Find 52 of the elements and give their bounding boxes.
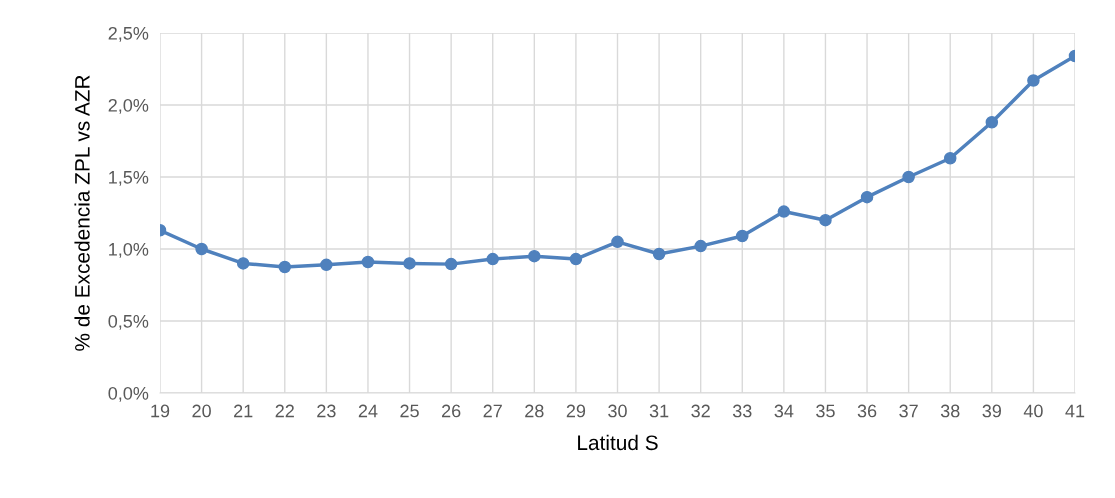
- x-tick-label: 37: [899, 404, 918, 418]
- y-tick-label: 2,0%: [108, 98, 149, 114]
- x-tick-label: 25: [400, 404, 419, 418]
- point: [943, 152, 957, 165]
- x-tick-label: 28: [525, 404, 544, 418]
- point: [278, 260, 292, 274]
- x-tick-label: 21: [234, 404, 253, 418]
- point: [652, 247, 666, 261]
- point: [611, 235, 624, 249]
- point: [902, 170, 915, 184]
- x-tick-label: 29: [566, 404, 586, 418]
- x-tick-label: 34: [774, 404, 794, 418]
- point: [985, 116, 999, 129]
- point: [528, 249, 541, 263]
- point: [195, 242, 208, 256]
- point: [320, 258, 333, 272]
- x-tick-label: 32: [691, 404, 710, 418]
- point: [444, 257, 458, 271]
- point: [403, 257, 416, 270]
- point: [694, 239, 707, 253]
- x-tick-label: 23: [317, 404, 336, 418]
- x-tick-label: 20: [192, 404, 211, 418]
- x-tick-label: 27: [483, 404, 502, 418]
- x-tick-label: 35: [816, 404, 835, 418]
- x-tick-label: 19: [151, 404, 170, 418]
- point: [361, 255, 375, 269]
- x-tick-label: 41: [1065, 404, 1085, 418]
- x-tick-label: 24: [358, 404, 378, 418]
- y-tick-label: 2,5%: [108, 26, 149, 42]
- point: [486, 252, 499, 266]
- y-tick-label: 1,5%: [109, 171, 149, 186]
- point: [569, 252, 583, 266]
- point: [1027, 74, 1040, 87]
- point: [860, 190, 874, 204]
- y-tick-label: 1,0%: [109, 242, 149, 258]
- x-tick-label: 22: [275, 404, 294, 418]
- x-tick-label: 36: [857, 404, 877, 418]
- point: [736, 229, 749, 243]
- x-axis-title: Latitud S: [578, 434, 658, 451]
- y-axis-title: % de Excedencia ZPL vs AZR: [74, 75, 90, 351]
- x-tick-label: 30: [608, 404, 627, 418]
- x-tick-label: 38: [940, 404, 960, 418]
- x-tick-label: 33: [732, 404, 752, 418]
- point: [236, 257, 250, 270]
- point: [819, 213, 832, 227]
- x-tick-label: 31: [649, 404, 669, 418]
- x-tick-label: 26: [442, 404, 461, 418]
- y-tick-label: 0,0%: [108, 386, 149, 402]
- x-tick-label: 40: [1023, 404, 1043, 418]
- y-tick-label: 0,5%: [108, 314, 149, 330]
- point: [777, 205, 791, 218]
- x-tick-label: 39: [982, 404, 1002, 418]
